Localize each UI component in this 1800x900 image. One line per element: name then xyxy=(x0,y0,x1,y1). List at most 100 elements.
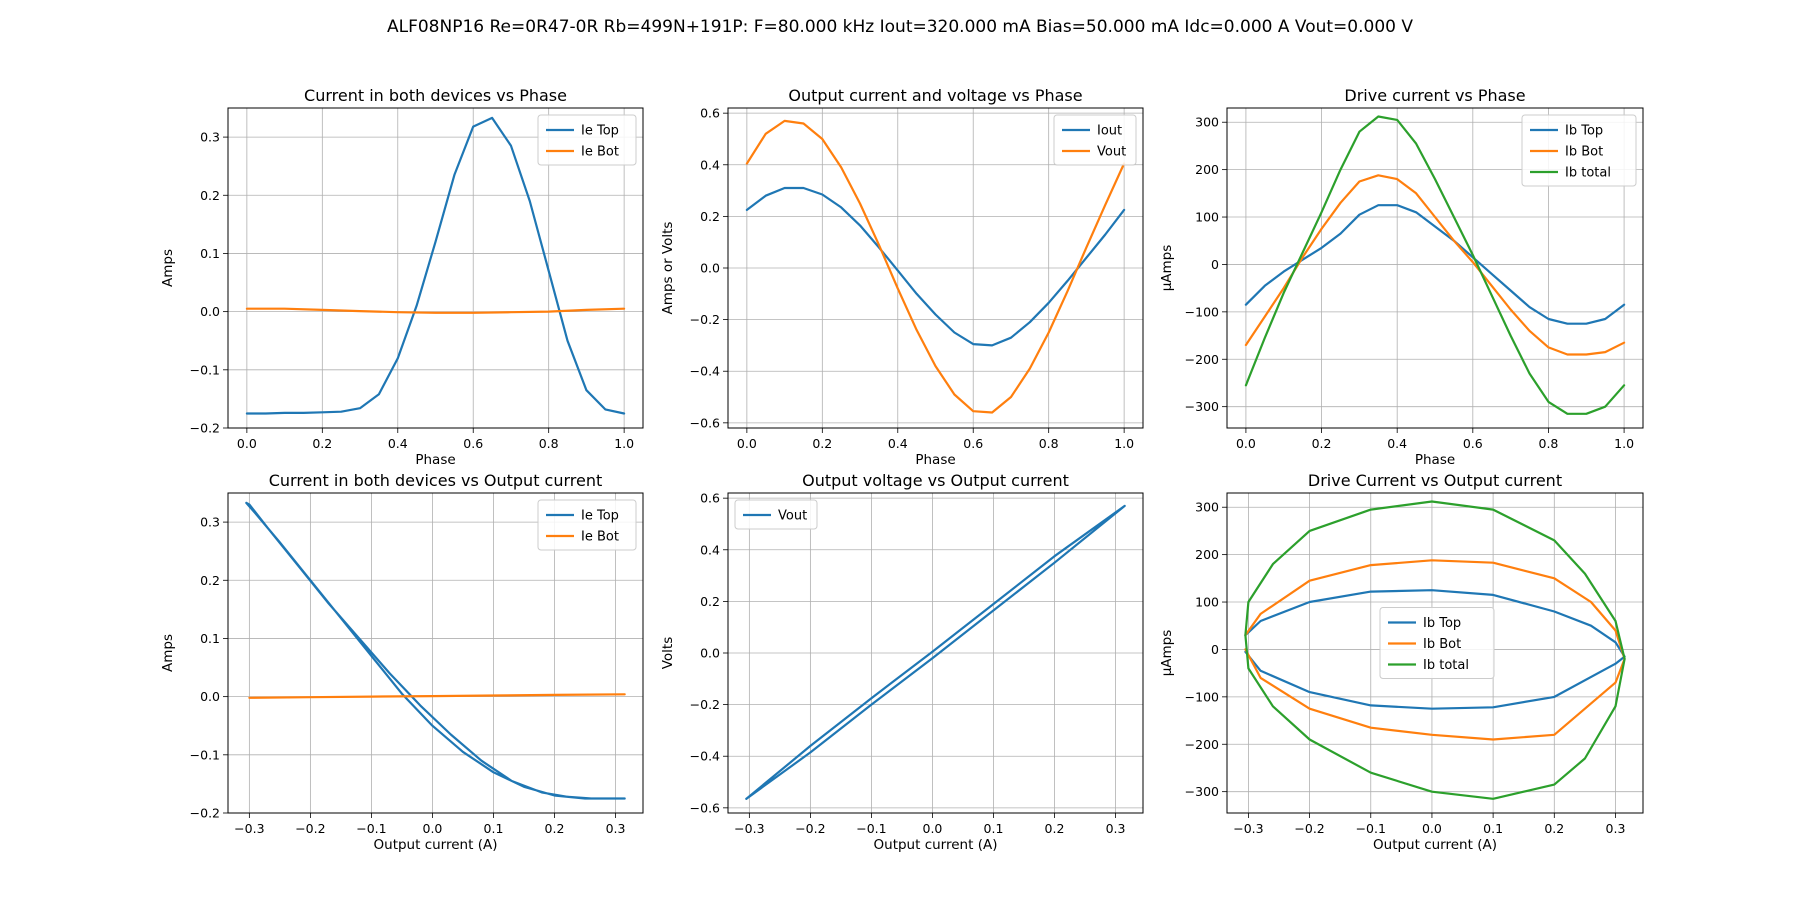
legend-label: Vout xyxy=(1097,145,1126,160)
x-tick-label: 0.6 xyxy=(463,436,483,451)
x-tick-label: 0.3 xyxy=(606,821,626,836)
subplot-5: −0.3 −0.2 −0.1 0.0 0.1 0.2 0.3 −0.6 −0.4 −0.2 0.0 0… xyxy=(660,471,1144,853)
y-tick-label: −200 xyxy=(1185,737,1219,752)
series-line-ib-top xyxy=(1244,204,1626,325)
axes-frame xyxy=(727,492,1144,814)
x-tick-label: 0.4 xyxy=(888,436,908,451)
y-tick-label: 100 xyxy=(1195,210,1219,225)
x-tick-label: 0.2 xyxy=(1312,436,1332,451)
y-tick-label: 0.2 xyxy=(200,188,220,203)
x-tick-label: 1.0 xyxy=(1614,436,1634,451)
legend: Ie Top Ie Bot xyxy=(537,499,637,551)
legend: Ib Top Ib Bot Ib total xyxy=(1379,607,1495,679)
x-tick-label: 0.0 xyxy=(1422,821,1442,836)
x-tick-label: 0.0 xyxy=(923,821,943,836)
series-line-iout xyxy=(745,186,1126,347)
x-tick-label: 0.0 xyxy=(1236,436,1256,451)
x-tick-label: 0.0 xyxy=(737,436,757,451)
subplot-title: Drive Current vs Output current xyxy=(1308,471,1562,490)
y-tick-label: 0.3 xyxy=(200,515,220,530)
y-tick-label: 0.0 xyxy=(200,689,220,704)
subplot-1: 0.0 0.2 0.4 0.6 0.8 1.0 −0.2 −0.1 0.0 0.1 0.2 0.3 Cu… xyxy=(160,86,644,468)
x-tick-label: 0.3 xyxy=(1606,821,1626,836)
x-tick-label: 0.0 xyxy=(423,821,443,836)
y-tick-label: −100 xyxy=(1185,689,1219,704)
y-tick-label: 0.0 xyxy=(700,261,720,276)
x-tick-label: 0.6 xyxy=(1463,436,1483,451)
axes-frame xyxy=(1226,107,1644,429)
x-tick-label: −0.3 xyxy=(234,821,264,836)
series-line-ie-top xyxy=(245,116,626,415)
x-tick-label: 0.8 xyxy=(1039,436,1059,451)
y-tick-label: −100 xyxy=(1185,304,1219,319)
y-tick-label: 300 xyxy=(1195,500,1219,515)
legend-box xyxy=(537,114,637,166)
series-line-ib-bot xyxy=(1244,559,1626,741)
legend-label: Ib Bot xyxy=(1423,637,1461,652)
legend-box xyxy=(537,499,637,551)
x-tick-label: −0.1 xyxy=(356,821,386,836)
y-axis-label: Amps xyxy=(160,634,176,672)
axes-frame xyxy=(227,492,644,814)
axes-frame xyxy=(727,107,1144,429)
x-tick-label: 0.1 xyxy=(484,821,504,836)
y-tick-label: 0.0 xyxy=(700,646,720,661)
legend-label: Ie Bot xyxy=(581,530,619,545)
y-tick-label: 0.3 xyxy=(200,130,220,145)
legend-label: Ib Bot xyxy=(1565,145,1603,160)
x-tick-label: 0.1 xyxy=(1483,821,1503,836)
x-tick-label: 1.0 xyxy=(614,436,634,451)
legend: Iout Vout xyxy=(1053,114,1137,166)
series-line-ib-top xyxy=(1244,589,1626,710)
y-tick-label: −0.2 xyxy=(190,421,220,436)
legend-box xyxy=(1053,114,1137,166)
subplot-title: Current in both devices vs Output curren… xyxy=(269,471,603,490)
x-axis-label: Phase xyxy=(415,452,455,468)
subplot-title: Output voltage vs Output current xyxy=(802,471,1069,490)
y-tick-label: −0.1 xyxy=(190,747,220,762)
x-axis-label: Output current (A) xyxy=(374,837,498,853)
y-tick-label: −0.2 xyxy=(190,806,220,821)
x-tick-label: 0.0 xyxy=(237,436,257,451)
x-tick-label: 0.2 xyxy=(545,821,565,836)
y-tick-label: −300 xyxy=(1185,399,1219,414)
y-axis-label: Amps or Volts xyxy=(660,222,676,315)
x-tick-label: −0.2 xyxy=(795,821,825,836)
series-line-ib-total xyxy=(1244,115,1626,415)
y-tick-label: 0 xyxy=(1211,257,1219,272)
x-tick-label: 1.0 xyxy=(1114,436,1134,451)
subplot-grid: 0.0 0.2 0.4 0.6 0.8 1.0 −0.2 −0.1 0.0 0.1 0.2 0.3 Cu… xyxy=(160,86,1644,853)
x-tick-label: 0.8 xyxy=(1539,436,1559,451)
y-tick-label: −0.2 xyxy=(690,312,720,327)
y-axis-label: µAmps xyxy=(1159,630,1175,677)
series-line-ib-bot xyxy=(1244,174,1626,356)
x-tick-label: 0.4 xyxy=(1387,436,1407,451)
y-tick-label: 200 xyxy=(1195,162,1219,177)
legend-label: Ib Top xyxy=(1565,124,1603,139)
figure-title: ALF08NP16 Re=0R47-0R Rb=499N+191P: F=80.… xyxy=(387,17,1413,37)
x-axis-label: Phase xyxy=(915,452,955,468)
x-tick-label: −0.1 xyxy=(1356,821,1386,836)
y-tick-label: 0.4 xyxy=(700,157,720,172)
legend-label: Ib Top xyxy=(1423,616,1461,631)
x-tick-label: 0.2 xyxy=(1045,821,1065,836)
subplot-title: Drive current vs Phase xyxy=(1344,86,1525,105)
axes-frame xyxy=(1226,492,1644,814)
y-tick-label: 200 xyxy=(1195,547,1219,562)
x-axis-label: Phase xyxy=(1415,452,1455,468)
legend: Vout xyxy=(734,499,818,530)
x-tick-label: 0.1 xyxy=(984,821,1004,836)
y-tick-label: 300 xyxy=(1195,115,1219,130)
y-tick-label: −0.6 xyxy=(690,415,720,430)
series-line-ib-total xyxy=(1244,500,1626,800)
y-axis-label: µAmps xyxy=(1159,245,1175,292)
y-tick-label: −0.6 xyxy=(690,800,720,815)
y-tick-label: 0.2 xyxy=(700,594,720,609)
series-line-ie-bot xyxy=(245,307,626,314)
subplot-title: Current in both devices vs Phase xyxy=(304,86,567,105)
legend-label: Ib total xyxy=(1423,658,1469,673)
legend-box xyxy=(1521,114,1637,187)
x-tick-label: −0.2 xyxy=(295,821,325,836)
x-tick-label: −0.3 xyxy=(1233,821,1263,836)
